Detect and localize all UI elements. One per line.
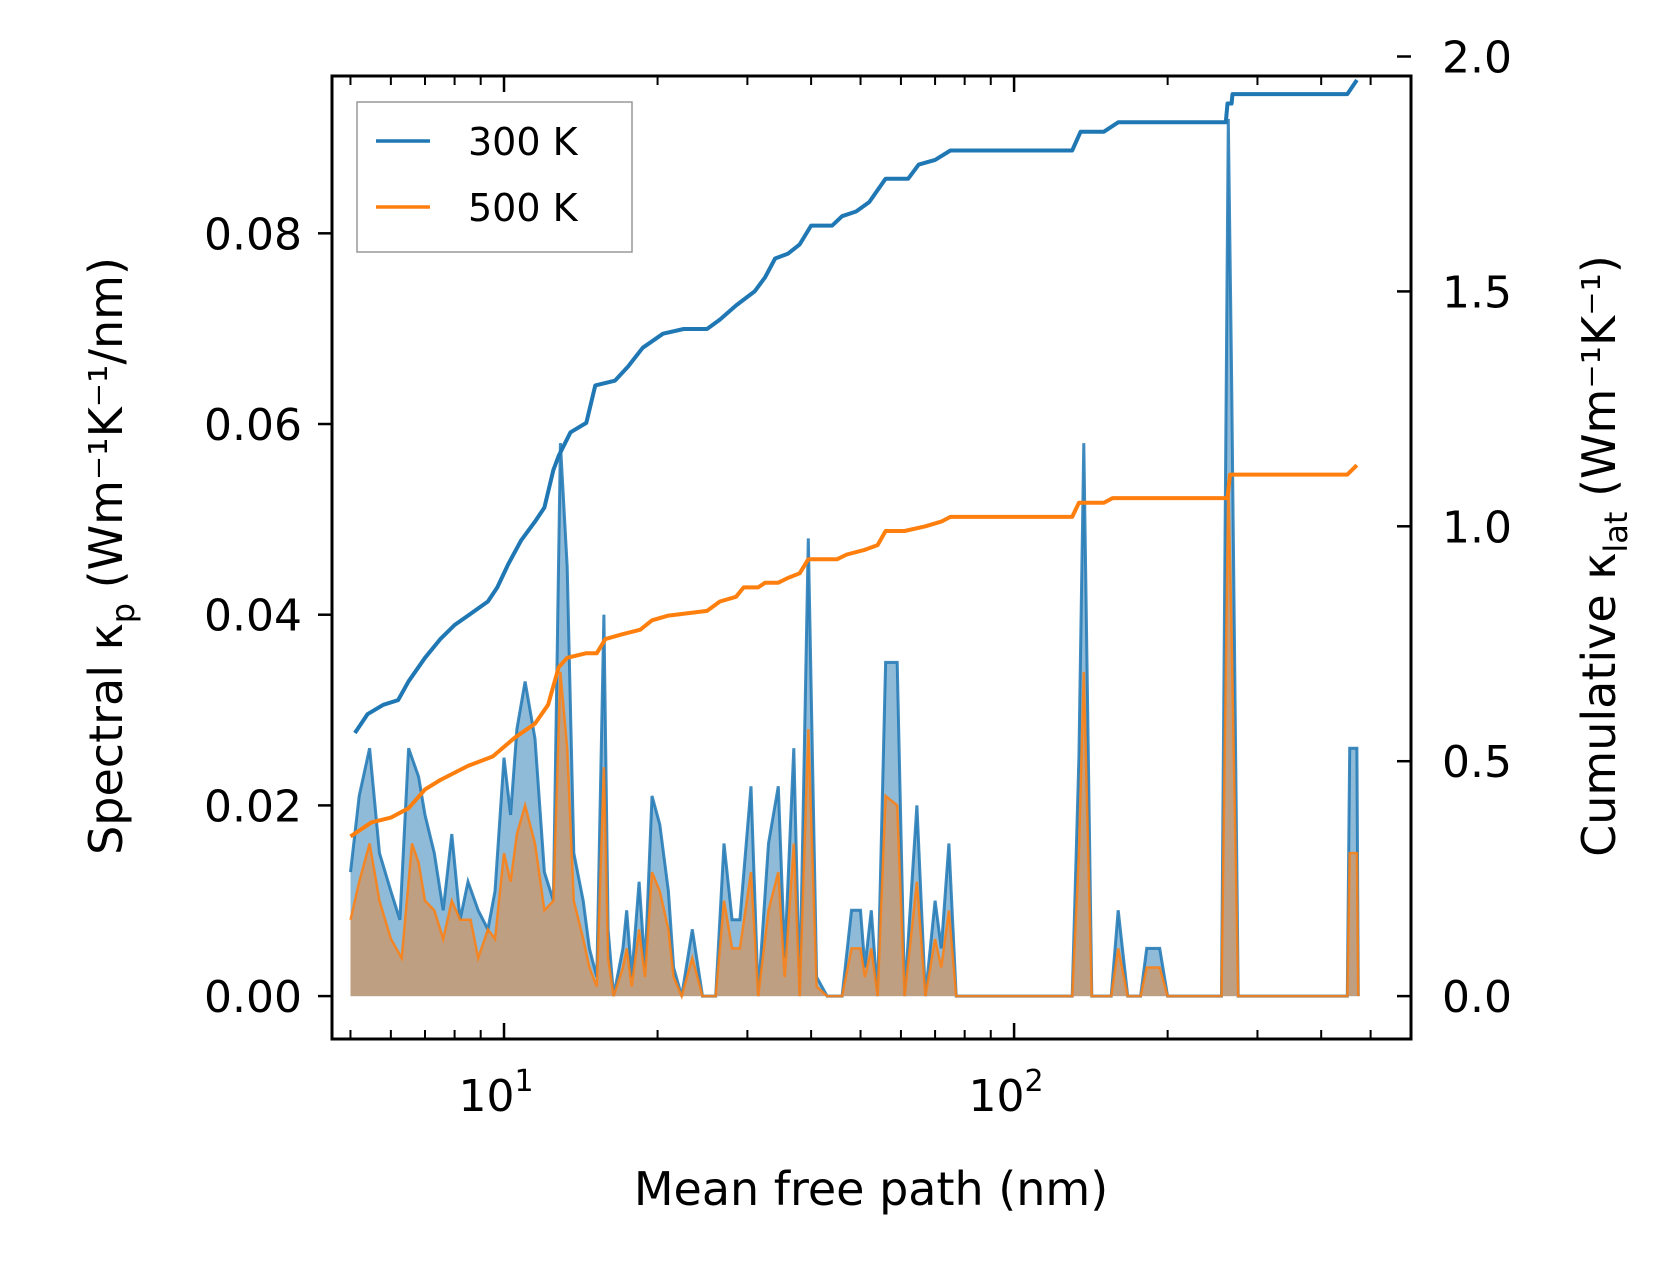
y-right-axis-ticks: 0.0 0.5 1.0 1.5 2.0 (1397, 33, 1512, 1023)
x-tick-base: 10 (969, 1071, 1025, 1122)
x-tick-exponent: 2 (1025, 1064, 1044, 1099)
legend-label-500k: 500 K (468, 186, 579, 230)
y-right-label-main: Cumulative κ (1572, 553, 1626, 857)
x-tick-label: 102 (969, 1064, 1044, 1122)
y-left-tick-label: 0.04 (204, 591, 302, 642)
y-left-tick-label: 0.08 (204, 209, 302, 260)
x-axis-label: Mean free path (nm) (634, 1162, 1108, 1216)
y-right-label-sub: lat (1597, 512, 1635, 553)
x-axis-minor-ticks (349, 76, 1412, 1039)
spectral-line-500k (349, 481, 1360, 1000)
y-left-tick-label: 0.00 (204, 972, 302, 1023)
x-tick-exponent: 1 (514, 1064, 533, 1099)
x-tick-base: 10 (458, 1071, 514, 1122)
y-left-tick-label: 0.06 (204, 400, 302, 451)
y-left-axis-label: Spectral κp (Wm⁻¹K⁻¹/nm) (79, 257, 142, 855)
cumulative-layer (349, 78, 1359, 839)
legend-box (356, 101, 633, 253)
y-right-axis-label: Cumulative κlat (Wm⁻¹K⁻¹) (1572, 255, 1635, 857)
legend: 300 K 500 K (356, 101, 633, 253)
y-right-tick-label: 2.0 (1442, 33, 1512, 84)
y-right-tick-label: 0.5 (1442, 737, 1512, 788)
y-right-tick-label: 1.5 (1442, 267, 1512, 318)
y-right-tick-label: 0.0 (1442, 972, 1512, 1023)
cumulative-line-300k (353, 78, 1359, 735)
y-left-tick-label: 0.02 (204, 781, 302, 832)
spectral-line-300k (349, 118, 1360, 998)
y-left-axis-ticks: 0.00 0.02 0.04 0.06 0.08 (204, 209, 332, 1023)
spectral-layer (349, 118, 1360, 1000)
legend-label-300k: 300 K (468, 120, 579, 164)
y-right-tick-label: 1.0 (1442, 502, 1512, 553)
plot-frame (330, 74, 1413, 1041)
x-axis-ticks: 101 102 (458, 76, 1044, 1122)
cumulative-line-500k (349, 463, 1359, 839)
y-left-label-units: (Wm⁻¹K⁻¹/nm) (79, 257, 133, 603)
spectral-fill-500k (350, 481, 1359, 997)
y-left-label-main: Spectral κ (79, 623, 133, 855)
y-left-label-sub: p (104, 603, 142, 623)
y-right-label-units: (Wm⁻¹K⁻¹) (1572, 255, 1626, 511)
x-tick-label: 101 (458, 1064, 533, 1122)
